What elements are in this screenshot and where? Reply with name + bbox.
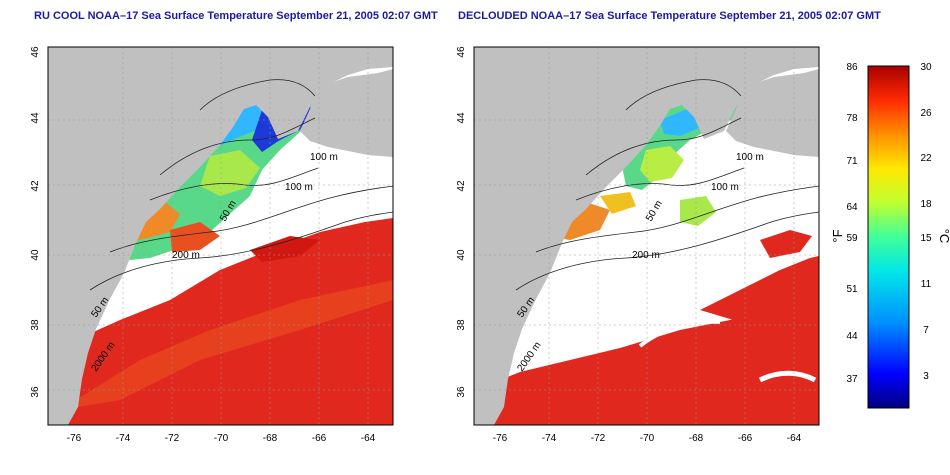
svg-text:44: 44 <box>846 331 858 342</box>
colorbar-f-label: °F <box>830 229 845 242</box>
svg-text:-76: -76 <box>493 433 508 444</box>
svg-text:18: 18 <box>920 199 932 210</box>
svg-text:46: 46 <box>456 46 467 58</box>
svg-text:7: 7 <box>923 325 929 336</box>
svg-text:38: 38 <box>456 319 467 331</box>
svg-text:-72: -72 <box>165 433 180 444</box>
svg-text:30: 30 <box>920 62 932 73</box>
svg-text:22: 22 <box>920 153 932 164</box>
colorbar <box>867 65 910 409</box>
svg-text:44: 44 <box>30 112 41 124</box>
svg-text:26: 26 <box>920 108 932 119</box>
svg-text:44: 44 <box>456 112 467 124</box>
svg-text:38: 38 <box>30 319 41 331</box>
contour-label-200-r: 200 m <box>632 250 660 261</box>
right-map <box>474 47 819 425</box>
colorbar-c-label: °C <box>937 229 950 244</box>
svg-text:-68: -68 <box>263 433 278 444</box>
panel-1-title: RU COOL NOAA–17 Sea Surface Temperature … <box>34 10 438 22</box>
svg-text:3: 3 <box>923 371 929 382</box>
svg-text:46: 46 <box>30 46 41 58</box>
colorbar-f-ticks: 86 78 71 64 59 51 44 37 <box>846 62 858 385</box>
contour-label-100b: 100 m <box>285 182 313 193</box>
svg-text:36: 36 <box>30 386 41 398</box>
svg-text:59: 59 <box>846 233 858 244</box>
svg-text:-70: -70 <box>214 433 229 444</box>
svg-text:40: 40 <box>30 249 41 261</box>
right-lon-axis: -76 -74 -72 -70 -68 -66 -64 <box>493 433 802 444</box>
left-map <box>48 47 393 425</box>
left-lon-axis: -76 -74 -72 -70 -68 -66 -64 <box>67 433 376 444</box>
svg-text:11: 11 <box>921 279 932 290</box>
colorbar-c-ticks: 30 26 22 18 15 11 7 3 <box>920 62 932 382</box>
svg-text:86: 86 <box>846 62 858 73</box>
svg-text:64: 64 <box>846 202 858 213</box>
svg-text:-74: -74 <box>116 433 131 444</box>
svg-text:-76: -76 <box>67 433 82 444</box>
panel-2-title: DECLOUDED NOAA–17 Sea Surface Temperatur… <box>458 10 881 22</box>
svg-text:15: 15 <box>920 233 932 244</box>
svg-text:-66: -66 <box>312 433 327 444</box>
left-map-frame <box>47 46 394 426</box>
svg-text:42: 42 <box>30 180 41 192</box>
svg-text:-64: -64 <box>787 433 802 444</box>
left-lat-axis: 46 44 42 40 38 36 <box>30 46 41 398</box>
contour-label-100: 100 m <box>310 152 338 163</box>
contour-label-100-r: 100 m <box>736 152 764 163</box>
svg-text:-68: -68 <box>689 433 704 444</box>
right-lat-axis: 46 44 42 40 38 36 <box>456 46 467 398</box>
svg-text:71: 71 <box>846 156 858 167</box>
svg-text:78: 78 <box>846 113 858 124</box>
svg-text:36: 36 <box>456 386 467 398</box>
svg-text:42: 42 <box>456 180 467 192</box>
svg-text:-74: -74 <box>542 433 557 444</box>
svg-text:-64: -64 <box>361 433 376 444</box>
svg-text:40: 40 <box>456 249 467 261</box>
right-map-frame <box>473 46 820 426</box>
svg-text:-66: -66 <box>738 433 753 444</box>
contour-label-100b-r: 100 m <box>711 182 739 193</box>
svg-text:-72: -72 <box>591 433 606 444</box>
svg-text:51: 51 <box>846 284 858 295</box>
svg-text:37: 37 <box>846 374 858 385</box>
contour-label-200: 200 m <box>172 250 200 261</box>
svg-text:-70: -70 <box>640 433 655 444</box>
